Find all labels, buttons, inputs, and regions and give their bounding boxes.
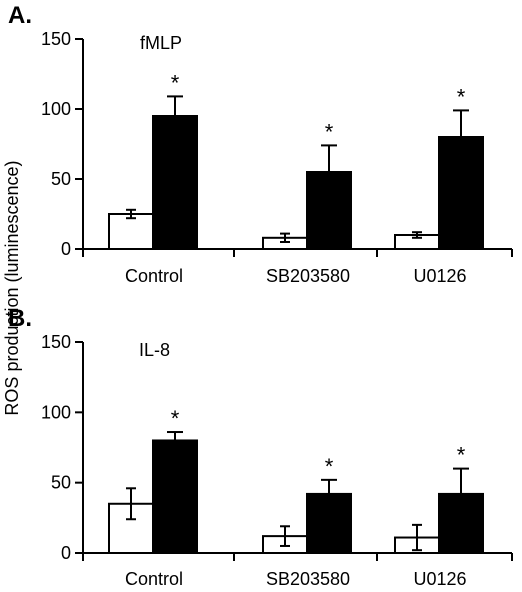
panel-a-bar-series2-u0126 (438, 136, 484, 250)
panel-a-significance-mark: * (171, 70, 180, 95)
panel-b-category-label: U0126 (413, 569, 466, 587)
panel-a-letter: A. (8, 2, 32, 29)
panel-a-bar-series2-control (152, 115, 198, 250)
panel-b-y-tick-label: 150 (41, 332, 71, 352)
panel-b-bar-series2-u0126 (438, 492, 484, 555)
panel-a-significance-mark: * (325, 119, 334, 144)
panel-b-significance-mark: * (171, 406, 180, 431)
panel-a-category-label: SB203580 (266, 266, 350, 286)
panel-a-category-label: U0126 (413, 266, 466, 286)
panel-b-bar-series2-control (152, 439, 198, 555)
panel-a-category-label: Control (125, 266, 183, 286)
panel-b-letter: B. (8, 305, 32, 332)
y-axis-label: ROS production (luminescence) (2, 160, 22, 415)
panel-b-significance-mark: * (457, 443, 466, 468)
panel-b-bar-series2-sb203580 (306, 492, 352, 555)
panel-a-y-tick-label: 100 (41, 99, 71, 119)
panel-b-y-tick-label: 100 (41, 402, 71, 422)
panel-b-significance-mark: * (325, 454, 334, 479)
panel-a-bar-series1-control (108, 213, 154, 250)
panel-b-title: IL-8 (139, 340, 170, 360)
panel-a-bar-series2-sb203580 (306, 171, 352, 250)
panel-a-significance-mark: * (457, 84, 466, 109)
panel-b-y-tick-label: 50 (51, 473, 71, 493)
panel-a-y-tick-label: 0 (61, 239, 71, 259)
panel-b-category-label: SB203580 (266, 569, 350, 587)
panel-a-y-tick-label: 50 (51, 169, 71, 189)
panel-a-title: fMLP (140, 33, 182, 53)
panel-b-category-label: Control (125, 569, 183, 587)
panel-b-y-tick-label: 0 (61, 543, 71, 563)
panel-a-y-tick-label: 150 (41, 29, 71, 49)
